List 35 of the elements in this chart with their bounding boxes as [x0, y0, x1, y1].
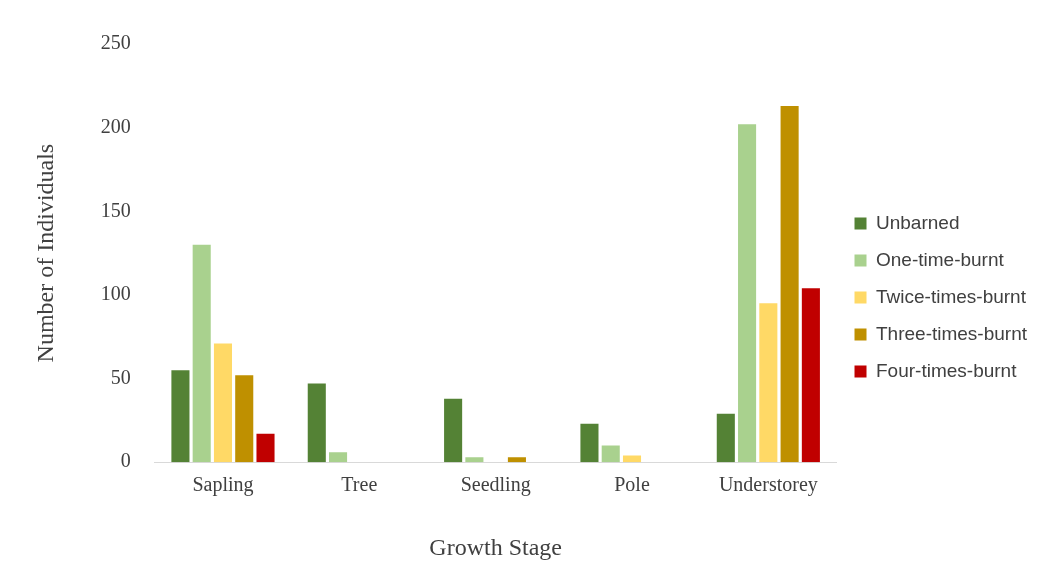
- y-tick-label: 200: [100, 114, 131, 137]
- x-tick-label: Seedling: [460, 473, 531, 497]
- legend-label: Twice-times-burnt: [876, 285, 1027, 307]
- bar: [507, 457, 526, 463]
- legend-label: Four-times-burnt: [876, 359, 1018, 381]
- y-tick-label: 50: [110, 365, 131, 388]
- bar: [738, 124, 757, 463]
- bar: [171, 370, 190, 463]
- bar: [580, 423, 599, 463]
- y-tick-label: 0: [120, 449, 131, 472]
- x-axis-title: Growth Stage: [429, 533, 562, 560]
- x-tick-label: Pole: [614, 473, 650, 496]
- legend-label: One-time-burnt: [876, 248, 1005, 270]
- bar: [307, 383, 326, 463]
- y-tick-label: 100: [100, 282, 131, 305]
- bar: [801, 288, 820, 463]
- bar: [235, 375, 254, 463]
- y-tick-label: 250: [100, 31, 131, 54]
- bar: [780, 105, 799, 463]
- legend-label: Three-times-burnt: [876, 322, 1028, 344]
- y-axis-title: Number of Individuals: [31, 143, 58, 363]
- bar: [329, 452, 348, 463]
- bar: [256, 433, 275, 463]
- x-tick-label: Understorey: [718, 473, 818, 497]
- bar: [465, 457, 484, 463]
- x-tick-label: Tree: [341, 473, 378, 496]
- bar: [601, 445, 620, 463]
- bar: [444, 398, 463, 463]
- x-tick-label: Sapling: [192, 473, 254, 497]
- bar: [213, 343, 233, 463]
- y-tick-label: 150: [100, 198, 131, 221]
- bar: [759, 303, 778, 463]
- bar: [716, 413, 735, 463]
- legend-label: Unbarned: [876, 211, 960, 233]
- bar: [192, 244, 211, 463]
